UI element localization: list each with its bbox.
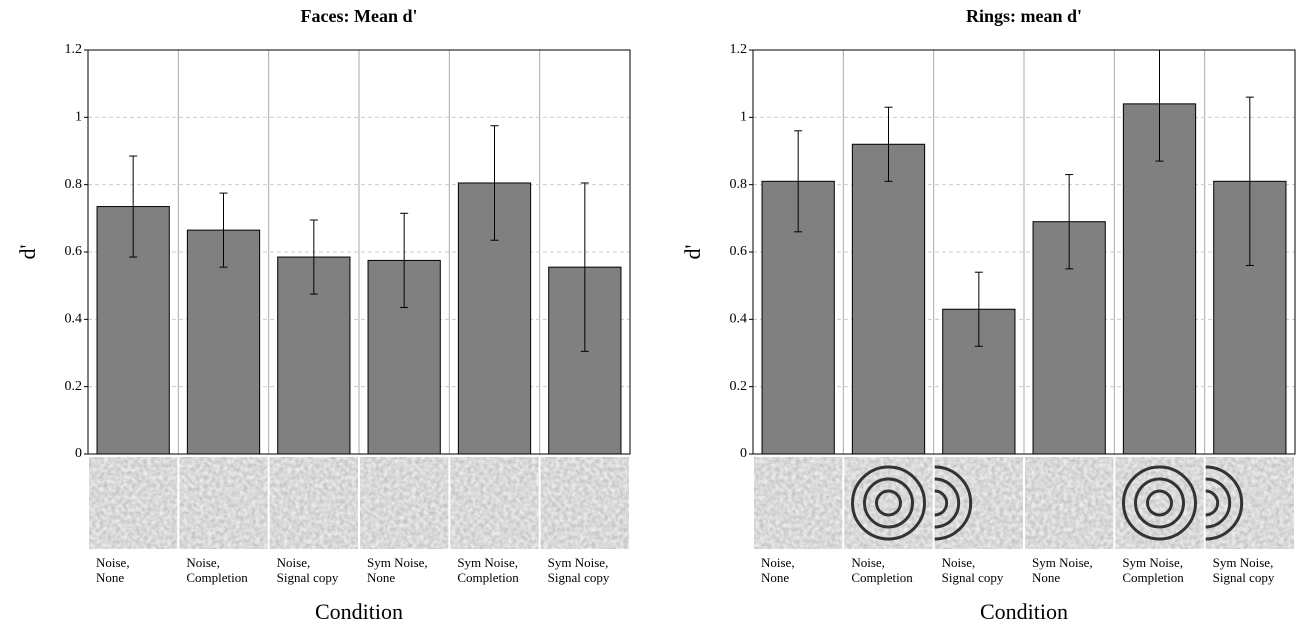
x-tick-label: None bbox=[1032, 570, 1060, 585]
stimulus-image bbox=[754, 457, 843, 549]
stimulus-image bbox=[844, 457, 933, 549]
error-bar-group bbox=[490, 125, 499, 241]
error-bar-group bbox=[794, 130, 803, 233]
y-tick-label: 1 bbox=[740, 110, 747, 125]
stimulus-image bbox=[89, 457, 178, 549]
error-bar-group bbox=[219, 192, 228, 268]
y-tick-label: 1.2 bbox=[730, 42, 748, 57]
x-tick-label: Signal copy bbox=[942, 570, 1004, 585]
x-tick-label: None bbox=[96, 570, 124, 585]
ring bbox=[1205, 465, 1244, 541]
x-tick-label: Completion bbox=[1122, 570, 1184, 585]
y-tick-label: 0.6 bbox=[65, 244, 83, 259]
x-axis-label: Condition bbox=[980, 599, 1068, 624]
x-tick-label: Noise, bbox=[186, 555, 220, 570]
stimulus-image bbox=[1205, 457, 1294, 549]
x-tick-label: Sym Noise, bbox=[548, 555, 609, 570]
chart: Rings: mean d' d' Condition 0 0.2 0.4 0.6 0.8 1 1… bbox=[680, 6, 1296, 624]
x-tick-label: Noise, bbox=[277, 555, 311, 570]
y-tick-label: 1 bbox=[75, 110, 82, 125]
x-tick-label: Completion bbox=[457, 570, 519, 585]
x-tick-label: Sym Noise, bbox=[1032, 555, 1093, 570]
x-tick-label: Signal copy bbox=[1213, 570, 1275, 585]
stimulus-image bbox=[1025, 457, 1114, 549]
plot-frame bbox=[87, 49, 631, 455]
x-tick-label: Completion bbox=[186, 570, 248, 585]
x-tick-label: Noise, bbox=[761, 555, 795, 570]
x-tick-label: Sym Noise, bbox=[367, 555, 428, 570]
ring bbox=[934, 477, 961, 529]
x-tick-label: Noise, bbox=[851, 555, 885, 570]
stimulus-image bbox=[934, 457, 1023, 549]
y-tick-label: 0.8 bbox=[730, 177, 748, 192]
y-tick-label: 0.8 bbox=[65, 177, 83, 192]
stimulus-image bbox=[269, 457, 358, 549]
x-tick-label: Noise, bbox=[942, 555, 976, 570]
x-tick-label: Signal copy bbox=[548, 570, 610, 585]
stimulus-image bbox=[540, 457, 629, 549]
error-bar-group bbox=[580, 182, 589, 352]
x-tick-label: Completion bbox=[851, 570, 913, 585]
x-tick-label: Sym Noise, bbox=[1213, 555, 1274, 570]
bar bbox=[851, 143, 926, 455]
error-bar-group bbox=[974, 271, 983, 347]
chart-title: Rings: mean d' bbox=[966, 6, 1082, 26]
y-tick-label: 0.4 bbox=[65, 312, 83, 327]
error-bar-group bbox=[1155, 50, 1164, 162]
y-axis-label: d' bbox=[680, 244, 705, 259]
ring bbox=[875, 489, 902, 517]
ring bbox=[863, 477, 914, 529]
ring bbox=[851, 465, 926, 541]
x-tick-label: Sym Noise, bbox=[457, 555, 518, 570]
x-tick-label: None bbox=[367, 570, 395, 585]
stimulus-image bbox=[1115, 457, 1204, 549]
stimulus-image bbox=[360, 457, 449, 549]
ring bbox=[1205, 489, 1220, 517]
x-tick-label: None bbox=[761, 570, 789, 585]
y-tick-label: 1.2 bbox=[65, 42, 83, 57]
x-tick-label: Sym Noise, bbox=[1122, 555, 1183, 570]
stimulus-image bbox=[450, 457, 539, 549]
x-tick-label: Noise, bbox=[96, 555, 130, 570]
chart-title: Faces: Mean d' bbox=[301, 6, 418, 26]
chart: Faces: Mean d' d' Condition 0 0.2 0.4 0.6 0.8 1 1… bbox=[15, 6, 631, 624]
error-bar-group bbox=[1065, 174, 1074, 270]
ring bbox=[934, 489, 949, 517]
x-axis-label: Condition bbox=[315, 599, 403, 624]
error-bar-group bbox=[884, 106, 893, 182]
ring bbox=[934, 465, 973, 541]
y-tick-label: 0 bbox=[75, 446, 82, 461]
ring bbox=[1134, 477, 1185, 529]
plot-frame bbox=[752, 49, 1296, 455]
ring bbox=[1205, 477, 1232, 529]
error-bar-group bbox=[400, 212, 409, 309]
y-axis-label: d' bbox=[15, 244, 40, 259]
ring bbox=[1122, 465, 1197, 541]
error-bar-group bbox=[129, 155, 138, 258]
error-bar-group bbox=[309, 219, 318, 295]
x-tick-label: Signal copy bbox=[277, 570, 339, 585]
stimulus-image bbox=[179, 457, 268, 549]
y-tick-label: 0.2 bbox=[730, 379, 748, 394]
y-tick-label: 0.6 bbox=[730, 244, 748, 259]
error-bar-group bbox=[1245, 96, 1254, 266]
y-tick-label: 0.4 bbox=[730, 312, 748, 327]
y-tick-label: 0.2 bbox=[65, 379, 83, 394]
ring bbox=[1146, 489, 1173, 517]
y-tick-label: 0 bbox=[740, 446, 747, 461]
